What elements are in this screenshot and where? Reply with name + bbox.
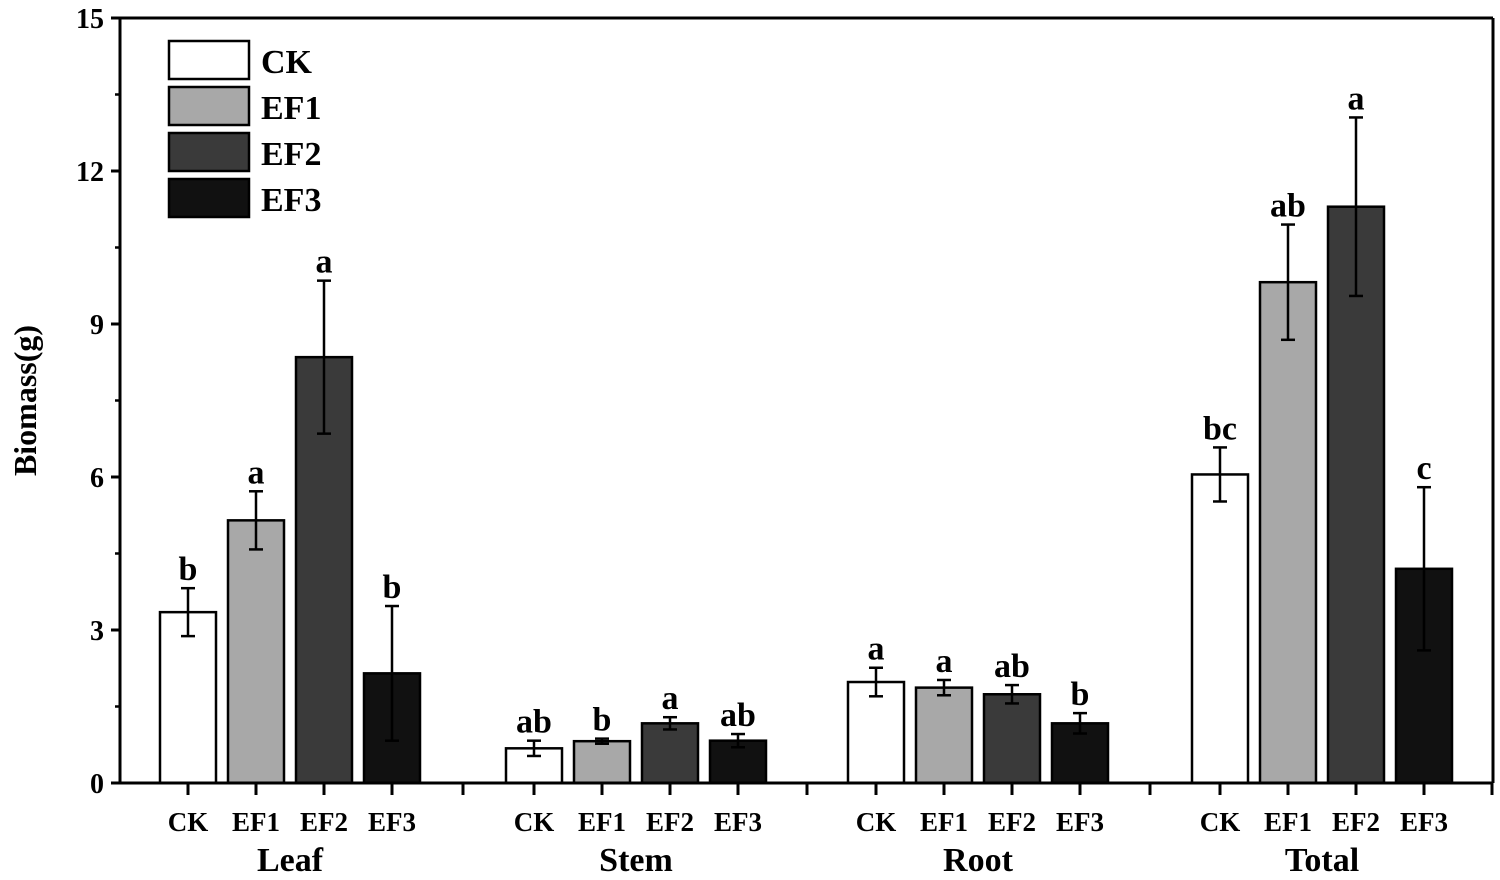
significance-letter: bc — [1203, 410, 1237, 447]
bar-ck-total — [1190, 473, 1250, 785]
significance-letter: a — [662, 680, 679, 717]
x-tick-label: EF1 — [1264, 807, 1312, 837]
group-label-stem: Stem — [599, 842, 673, 879]
bar-ck-root — [846, 680, 906, 785]
significance-letter: a — [1348, 80, 1365, 117]
y-tick-label: 3 — [90, 616, 104, 647]
significance-letter: ab — [516, 704, 552, 741]
bar-ef1-leaf — [226, 519, 286, 785]
significance-letter: ab — [994, 648, 1030, 685]
x-tick-label: EF3 — [714, 807, 762, 837]
significance-letter: ab — [720, 697, 756, 734]
significance-letter: b — [1071, 676, 1090, 713]
x-tick-label: EF2 — [1332, 807, 1380, 837]
x-tick-label: CK — [856, 807, 897, 837]
bar-ef2-stem — [640, 722, 700, 785]
x-tick-label: EF1 — [232, 807, 280, 837]
legend-swatch-ck — [167, 39, 251, 81]
bar-ef1-root — [914, 686, 974, 785]
x-tick-label: CK — [514, 807, 555, 837]
significance-letter: ab — [1270, 188, 1306, 225]
legend-label-ef2: EF2 — [261, 136, 321, 173]
bar-ck-leaf — [158, 610, 218, 785]
x-tick-label: EF1 — [920, 807, 968, 837]
x-tick-label: EF3 — [1056, 807, 1104, 837]
legend-swatch-ef1 — [167, 85, 251, 127]
x-tick-label: CK — [1200, 807, 1241, 837]
significance-letter: a — [936, 643, 953, 680]
bar-ef2-root — [982, 693, 1042, 785]
bar-ef2-total — [1326, 205, 1386, 785]
significance-letter: b — [593, 702, 612, 739]
group-label-total: Total — [1285, 842, 1359, 879]
legend-swatch-ef2 — [167, 131, 251, 173]
bar-ef1-stem — [572, 739, 632, 785]
group-label-root: Root — [943, 842, 1014, 879]
significance-letter: b — [383, 569, 402, 606]
x-tick-label: EF3 — [368, 807, 416, 837]
y-tick-label: 15 — [76, 4, 104, 35]
x-tick-label: CK — [168, 807, 209, 837]
significance-letter: c — [1416, 450, 1431, 487]
x-tick-label: EF2 — [646, 807, 694, 837]
x-tick-label: EF2 — [300, 807, 348, 837]
y-tick-label: 0 — [90, 769, 104, 800]
y-axis-label: Biomass(g) — [7, 325, 43, 476]
x-tick-label: EF2 — [988, 807, 1036, 837]
significance-letter: a — [316, 244, 333, 281]
bar-ef1-total — [1258, 280, 1318, 785]
x-tick-label: EF1 — [578, 807, 626, 837]
significance-letter: a — [868, 631, 885, 668]
legend-label-ef3: EF3 — [261, 182, 321, 219]
significance-letter: b — [179, 551, 198, 588]
y-tick-label: 6 — [90, 463, 104, 494]
legend-label-ck: CK — [261, 44, 313, 81]
y-tick-label: 12 — [76, 157, 104, 188]
group-label-leaf: Leaf — [257, 842, 324, 879]
significance-letter: a — [248, 454, 265, 491]
legend-swatch-ef3 — [167, 177, 251, 219]
x-tick-label: EF3 — [1400, 807, 1448, 837]
y-tick-label: 9 — [90, 310, 104, 341]
legend-label-ef1: EF1 — [261, 90, 321, 127]
